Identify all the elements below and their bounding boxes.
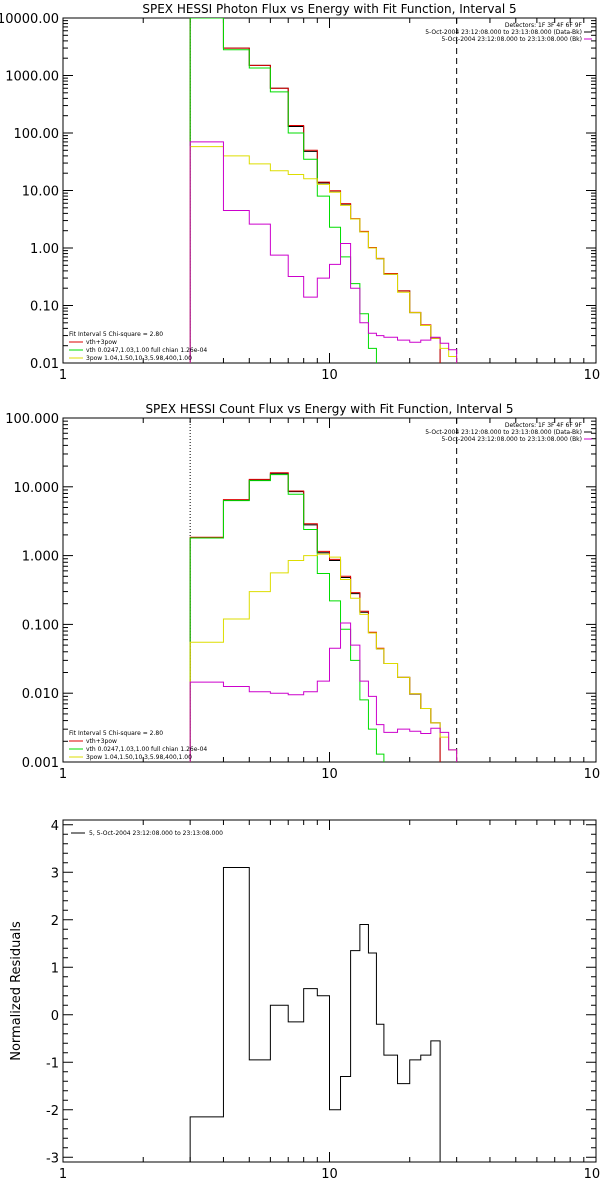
y-tick-label: 2 xyxy=(51,914,59,929)
y-tick-label: 0.001 xyxy=(22,756,59,771)
legend-entry: 3pow 1.04,1.50,10.3,5.98,400,1.00 xyxy=(86,754,192,761)
y-tick-label: 0.100 xyxy=(22,618,59,633)
y-tick-label: 4 xyxy=(51,819,59,834)
series-line-3 xyxy=(189,18,377,363)
legend-entry: vth 0.0247,1.03,1.00 full chian 1.26e-04 xyxy=(86,746,207,753)
y-tick-label: 0.01 xyxy=(30,357,59,372)
series-line-4 xyxy=(189,553,465,762)
x-tick-label: 1 xyxy=(59,767,67,782)
y-tick-label: 0 xyxy=(51,1009,59,1024)
y-tick-label: 10.000 xyxy=(14,481,60,496)
legend-entry: vth 0.0247,1.03,1.00 full chian 1.26e-04 xyxy=(86,347,207,354)
x-tick-label: 100 xyxy=(584,1167,600,1182)
y-tick-label: 10000.00 xyxy=(0,12,59,27)
series-line-1 xyxy=(189,18,441,363)
x-tick-label: 10 xyxy=(321,368,338,383)
y-tick-label: 1.00 xyxy=(30,242,59,257)
legend-entry: 5, 5-Oct-2004 23:12:08.000 to 23:13:08.0… xyxy=(89,830,223,837)
series-line-5 xyxy=(189,141,458,363)
series-group xyxy=(189,472,465,762)
y-tick-label: 3 xyxy=(51,866,59,881)
plot-frame xyxy=(62,819,597,1163)
x-tick-label: 10 xyxy=(321,1167,338,1182)
y-tick-label: -3 xyxy=(46,1151,59,1166)
legend-entry: vth+3pow xyxy=(86,738,117,745)
legend-entry: 3pow 1.04,1.50,10.3,5.98,400,1.00 xyxy=(86,355,192,362)
x-tick-label: 10 xyxy=(321,767,338,782)
info-line: 5-Oct-2004 23:12:08.000 to 23:13:08.000 … xyxy=(442,36,583,43)
chart-panel-2: SPEX HESSI Count Flux vs Energy with Fit… xyxy=(5,402,600,782)
series-line-4 xyxy=(189,146,465,363)
info-line: Detectors: 1F 3F 4F 6F 9F xyxy=(505,22,583,29)
series-line-2 xyxy=(189,472,441,762)
info-line: Detectors: 1F 3F 4F 6F 9F xyxy=(505,422,583,429)
y-axis-label: Normalized Residuals xyxy=(9,921,24,1061)
y-tick-label: 100.00 xyxy=(14,127,60,142)
y-tick-label: -1 xyxy=(46,1056,59,1071)
series-group xyxy=(189,867,441,1162)
x-tick-label: 100 xyxy=(584,767,600,782)
y-tick-label: 1 xyxy=(51,961,59,976)
y-tick-label: 100.000 xyxy=(5,412,59,427)
chart-panel-3: Normalized Residuals 1 10 100 -3 -2 -1 0 1 2 3 4 5, … xyxy=(9,819,600,1182)
legend-entry: vth+3pow xyxy=(86,339,117,346)
x-tick-label: 1 xyxy=(59,1167,67,1182)
info-line: 5-Oct-2004 23:12:08.000 to 23:13:08.000 … xyxy=(425,29,582,36)
x-tick-label: 100 xyxy=(584,368,600,383)
series-line-1 xyxy=(189,473,441,762)
chart-title: SPEX HESSI Photon Flux vs Energy with Fi… xyxy=(142,2,516,16)
y-tick-label: 1000.00 xyxy=(5,70,59,85)
y-tick-label: 10.00 xyxy=(22,185,59,200)
chart-panel-1: SPEX HESSI Photon Flux vs Energy with Fi… xyxy=(0,2,600,383)
info-line: 5-Oct-2004 23:12:08.000 to 23:13:08.000 … xyxy=(442,436,583,443)
chart-title: SPEX HESSI Count Flux vs Energy with Fit… xyxy=(145,402,513,416)
series-line-2 xyxy=(189,18,441,363)
info-line: 5-Oct-2004 23:12:08.000 to 23:13:08.000 … xyxy=(425,429,582,436)
legend-title: Fit Interval 5 Chi-square = 2.80 xyxy=(69,730,163,737)
y-tick-label: 1.000 xyxy=(22,550,59,565)
y-tick-label: 0.010 xyxy=(22,687,59,702)
series-line-1 xyxy=(189,867,441,1162)
y-tick-label: -2 xyxy=(46,1104,59,1119)
series-group xyxy=(189,18,465,363)
x-tick-label: 1 xyxy=(59,368,67,383)
y-tick-label: 0.10 xyxy=(30,300,59,315)
legend-title: Fit Interval 5 Chi-square = 2.80 xyxy=(69,331,163,338)
series-line-3 xyxy=(189,474,385,762)
series-line-5 xyxy=(189,622,458,762)
